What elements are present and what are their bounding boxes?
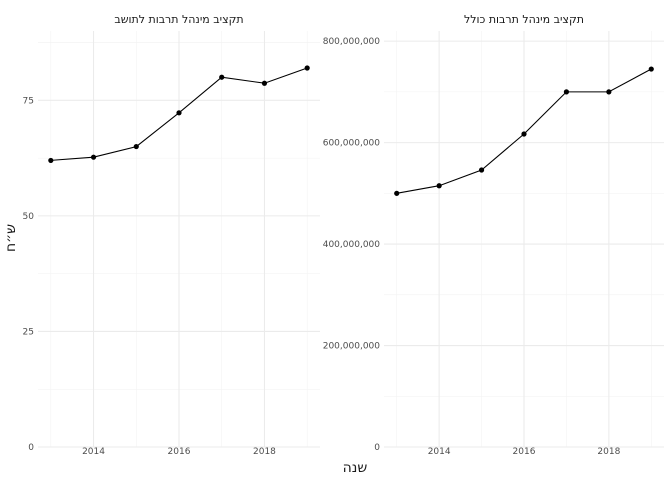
panel-title: תקציב מינהל תרבות לתושב — [114, 13, 243, 26]
x-tick-label: 2016 — [513, 447, 536, 457]
y-tick-label: 0 — [374, 443, 380, 453]
data-point — [261, 80, 268, 86]
data-point — [648, 66, 654, 72]
x-tick-label: 2014 — [428, 447, 451, 457]
y-tick-label: 600,000,000 — [323, 139, 381, 149]
data-point — [563, 89, 570, 95]
y-tick-label: 400,000,000 — [323, 240, 381, 250]
x-tick-label: 2016 — [168, 447, 191, 457]
data-point — [478, 167, 485, 173]
data-point — [606, 89, 612, 95]
data-point — [394, 190, 400, 196]
y-tick-label: 75 — [23, 96, 34, 106]
data-point — [90, 154, 97, 160]
y-tick-label: 200,000,000 — [323, 342, 381, 352]
y-axis-title: ש״ח — [3, 224, 19, 252]
x-axis-title: שנה — [343, 460, 368, 476]
data-point — [436, 183, 442, 189]
x-tick-label: 2014 — [82, 447, 105, 457]
y-tick-label: 25 — [23, 327, 34, 337]
data-point — [176, 110, 182, 116]
x-tick-label: 2018 — [253, 447, 276, 457]
panel-total: תקציב מינהל תרבות כולל 0 200,000,000 400,00… — [323, 13, 664, 457]
y-tick-label: 0 — [28, 443, 34, 453]
data-point — [219, 74, 225, 80]
data-point — [521, 131, 527, 137]
y-tick-label: 50 — [23, 212, 35, 222]
panel-per-resident: תקציב מינהל תרבות לתושב 0 25 50 75 2014 2016 20… — [23, 13, 320, 457]
panel-title: תקציב מינהל תרבות כולל — [464, 13, 584, 26]
x-tick-label: 2018 — [597, 447, 620, 457]
data-point — [133, 143, 139, 150]
y-tick-label: 800,000,000 — [323, 37, 381, 47]
data-point — [48, 157, 54, 164]
data-point — [304, 65, 310, 71]
